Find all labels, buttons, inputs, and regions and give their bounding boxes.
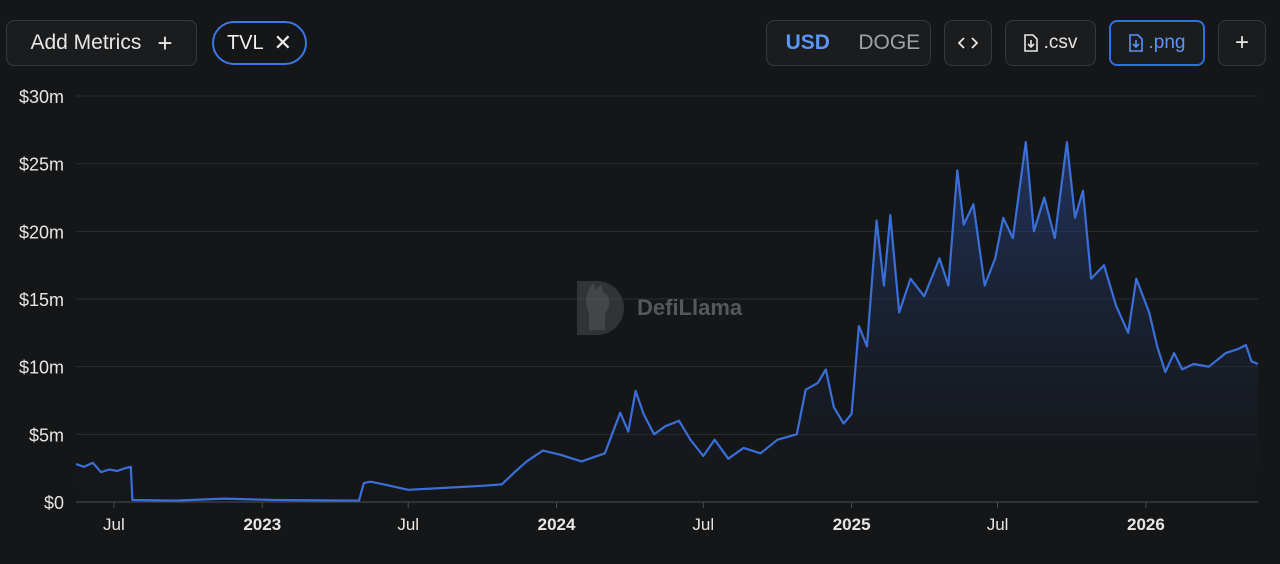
x-tick-label: 2026: [1127, 515, 1165, 534]
x-tick-label: Jul: [397, 515, 419, 534]
y-tick-label: $5m: [29, 425, 64, 445]
currency-toggle: USD DOGE: [766, 20, 931, 66]
tvl-chart: $0 $5m $10m $15m $20m $25m $30m Jul 2023 Jul 2024 J…: [0, 87, 1280, 559]
metric-chip-label: TVL: [226, 31, 264, 54]
y-tick-label: $10m: [19, 358, 64, 378]
add-chart-button[interactable]: +: [1218, 20, 1266, 66]
x-tick-label: Jul: [692, 515, 714, 534]
x-tick-label: Jul: [987, 515, 1009, 534]
file-download-icon: [1128, 34, 1143, 52]
currency-option-doge[interactable]: DOGE: [858, 31, 921, 54]
code-icon: [958, 36, 978, 50]
plus-icon: +: [1234, 29, 1249, 56]
chart-toolbar: Add Metrics + TVL ✕ USD DOGE .csv .png +: [0, 0, 1280, 88]
x-tick-label: 2025: [833, 515, 871, 534]
x-tick-label: Jul: [103, 515, 125, 534]
y-tick-label: $0: [44, 493, 64, 513]
tvl-area-chart: $0 $5m $10m $15m $20m $25m $30m Jul 2023 Jul 2024 J…: [19, 87, 1259, 534]
y-tick-label: $30m: [19, 88, 64, 107]
currency-option-usd[interactable]: USD: [785, 31, 830, 54]
x-tick-label: 2023: [243, 515, 281, 534]
x-tick-label: 2024: [538, 515, 576, 534]
add-metrics-label: Add Metrics: [30, 31, 142, 54]
y-tick-label: $20m: [19, 222, 64, 242]
tvl-series-line: [75, 140, 1259, 502]
y-tick-label: $15m: [19, 290, 64, 310]
watermark-text: DefiLlama: [637, 295, 743, 320]
embed-button[interactable]: [944, 20, 992, 66]
download-csv-button[interactable]: .csv: [1005, 20, 1096, 66]
csv-label: .csv: [1043, 32, 1078, 53]
llama-icon: [571, 277, 627, 339]
y-tick-label: $25m: [19, 155, 64, 175]
watermark: DefiLlama: [571, 277, 742, 339]
add-metrics-button[interactable]: Add Metrics +: [6, 20, 197, 66]
metric-chip-tvl[interactable]: TVL ✕: [212, 21, 307, 65]
png-label: .png: [1148, 32, 1186, 53]
plus-icon: +: [157, 28, 173, 58]
tvl-area-fill: [76, 142, 1258, 502]
file-download-icon: [1023, 34, 1038, 52]
close-icon[interactable]: ✕: [273, 30, 293, 55]
download-png-button[interactable]: .png: [1109, 20, 1205, 66]
